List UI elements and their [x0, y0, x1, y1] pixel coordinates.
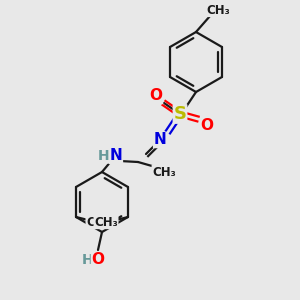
- Text: O: O: [200, 118, 214, 134]
- Text: H: H: [82, 253, 94, 267]
- Text: O: O: [149, 88, 163, 104]
- Text: O: O: [92, 253, 104, 268]
- Text: N: N: [154, 133, 166, 148]
- Text: N: N: [110, 148, 122, 164]
- Text: S: S: [173, 105, 187, 123]
- Text: CH₃: CH₃: [206, 4, 230, 16]
- Text: CH₃: CH₃: [94, 215, 118, 229]
- Text: H: H: [98, 149, 110, 163]
- Text: CH₃: CH₃: [86, 215, 110, 229]
- Text: CH₃: CH₃: [152, 166, 176, 178]
